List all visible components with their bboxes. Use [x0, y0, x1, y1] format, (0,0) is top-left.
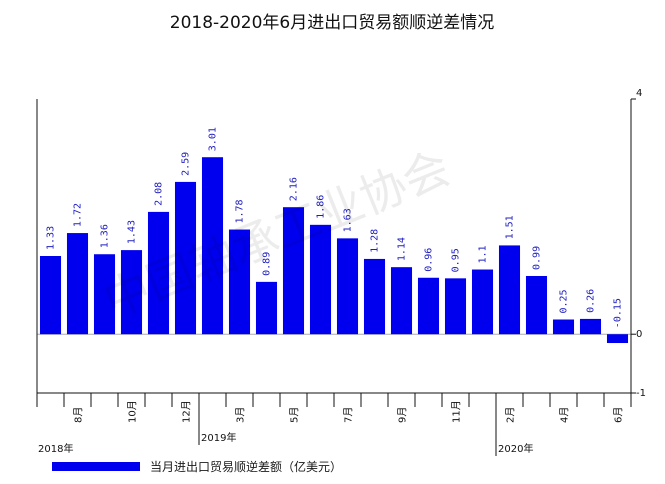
legend-label: 当月进出口贸易顺逆差额（亿美元） — [150, 459, 342, 474]
bar — [606, 334, 629, 344]
data-label: 0.26 — [586, 289, 597, 313]
bar — [147, 211, 170, 335]
data-label: 1.51 — [505, 215, 516, 239]
x-tick-label: 2月 — [505, 407, 517, 423]
x-tick-label: 11月 — [451, 400, 463, 423]
bar — [390, 267, 413, 335]
bar — [471, 269, 494, 335]
bar — [363, 258, 386, 335]
year-label: 2018年 — [38, 442, 73, 455]
bar — [444, 278, 467, 335]
data-label: 0.96 — [424, 248, 435, 272]
data-label: 1.14 — [397, 237, 408, 261]
bar — [579, 318, 602, 335]
bar — [66, 233, 89, 335]
chart-title: 2018-2020年6月进出口贸易额顺逆差情况 — [170, 13, 494, 33]
plot-area: 4 0 -1 1.33 1.72 1.36 1.43 2.08 2.59 3.01 1.78 0.89… — [36, 88, 646, 474]
data-label: 2.59 — [181, 152, 192, 176]
data-label: 3.01 — [208, 127, 219, 151]
data-label: 1.36 — [100, 224, 111, 248]
bar — [309, 224, 332, 335]
data-label: -0.15 — [613, 298, 624, 328]
data-label: 1.72 — [73, 203, 84, 227]
data-label: 0.25 — [559, 289, 570, 313]
data-label: 2.16 — [289, 177, 300, 201]
bar — [93, 254, 116, 335]
data-label: 2.08 — [154, 182, 165, 206]
data-label: 0.89 — [262, 252, 273, 276]
data-label: 1.86 — [316, 195, 327, 219]
data-label: 0.99 — [532, 246, 543, 270]
data-label: 1.28 — [370, 229, 381, 253]
x-tick-label: 3月 — [235, 407, 247, 423]
year-label: 2020年 — [498, 442, 533, 455]
data-label: 1.33 — [46, 226, 57, 250]
legend-swatch — [52, 462, 140, 471]
bar — [336, 238, 359, 335]
data-label: 1.78 — [235, 199, 246, 223]
x-tick-label: 10月 — [127, 400, 139, 423]
data-label: 0.95 — [451, 248, 462, 272]
year-label: 2019年 — [201, 431, 236, 444]
data-label: 1.1 — [478, 245, 489, 263]
data-label: 1.43 — [127, 220, 138, 244]
x-tick-label: 7月 — [343, 407, 355, 423]
bar — [255, 281, 278, 335]
data-label: 1.63 — [343, 208, 354, 232]
x-tick-label: 5月 — [289, 407, 301, 423]
bar — [525, 275, 548, 335]
bar — [201, 157, 224, 335]
bar — [39, 255, 62, 335]
bar — [417, 277, 440, 335]
bar — [282, 207, 305, 335]
right-axis-tick-label: 4 — [636, 88, 642, 99]
right-axis-tick-label: -1 — [636, 388, 646, 399]
x-tick-label: 6月 — [613, 407, 625, 423]
x-tick-label: 4月 — [559, 407, 571, 423]
bar — [552, 319, 575, 335]
x-tick-label: 9月 — [397, 407, 409, 423]
right-axis-tick-label: 0 — [636, 329, 642, 340]
bar — [498, 245, 521, 335]
x-tick-label: 12月 — [181, 400, 193, 423]
bar — [228, 229, 251, 335]
bar — [120, 250, 143, 335]
x-tick-label: 8月 — [73, 407, 85, 423]
bar — [174, 181, 197, 335]
